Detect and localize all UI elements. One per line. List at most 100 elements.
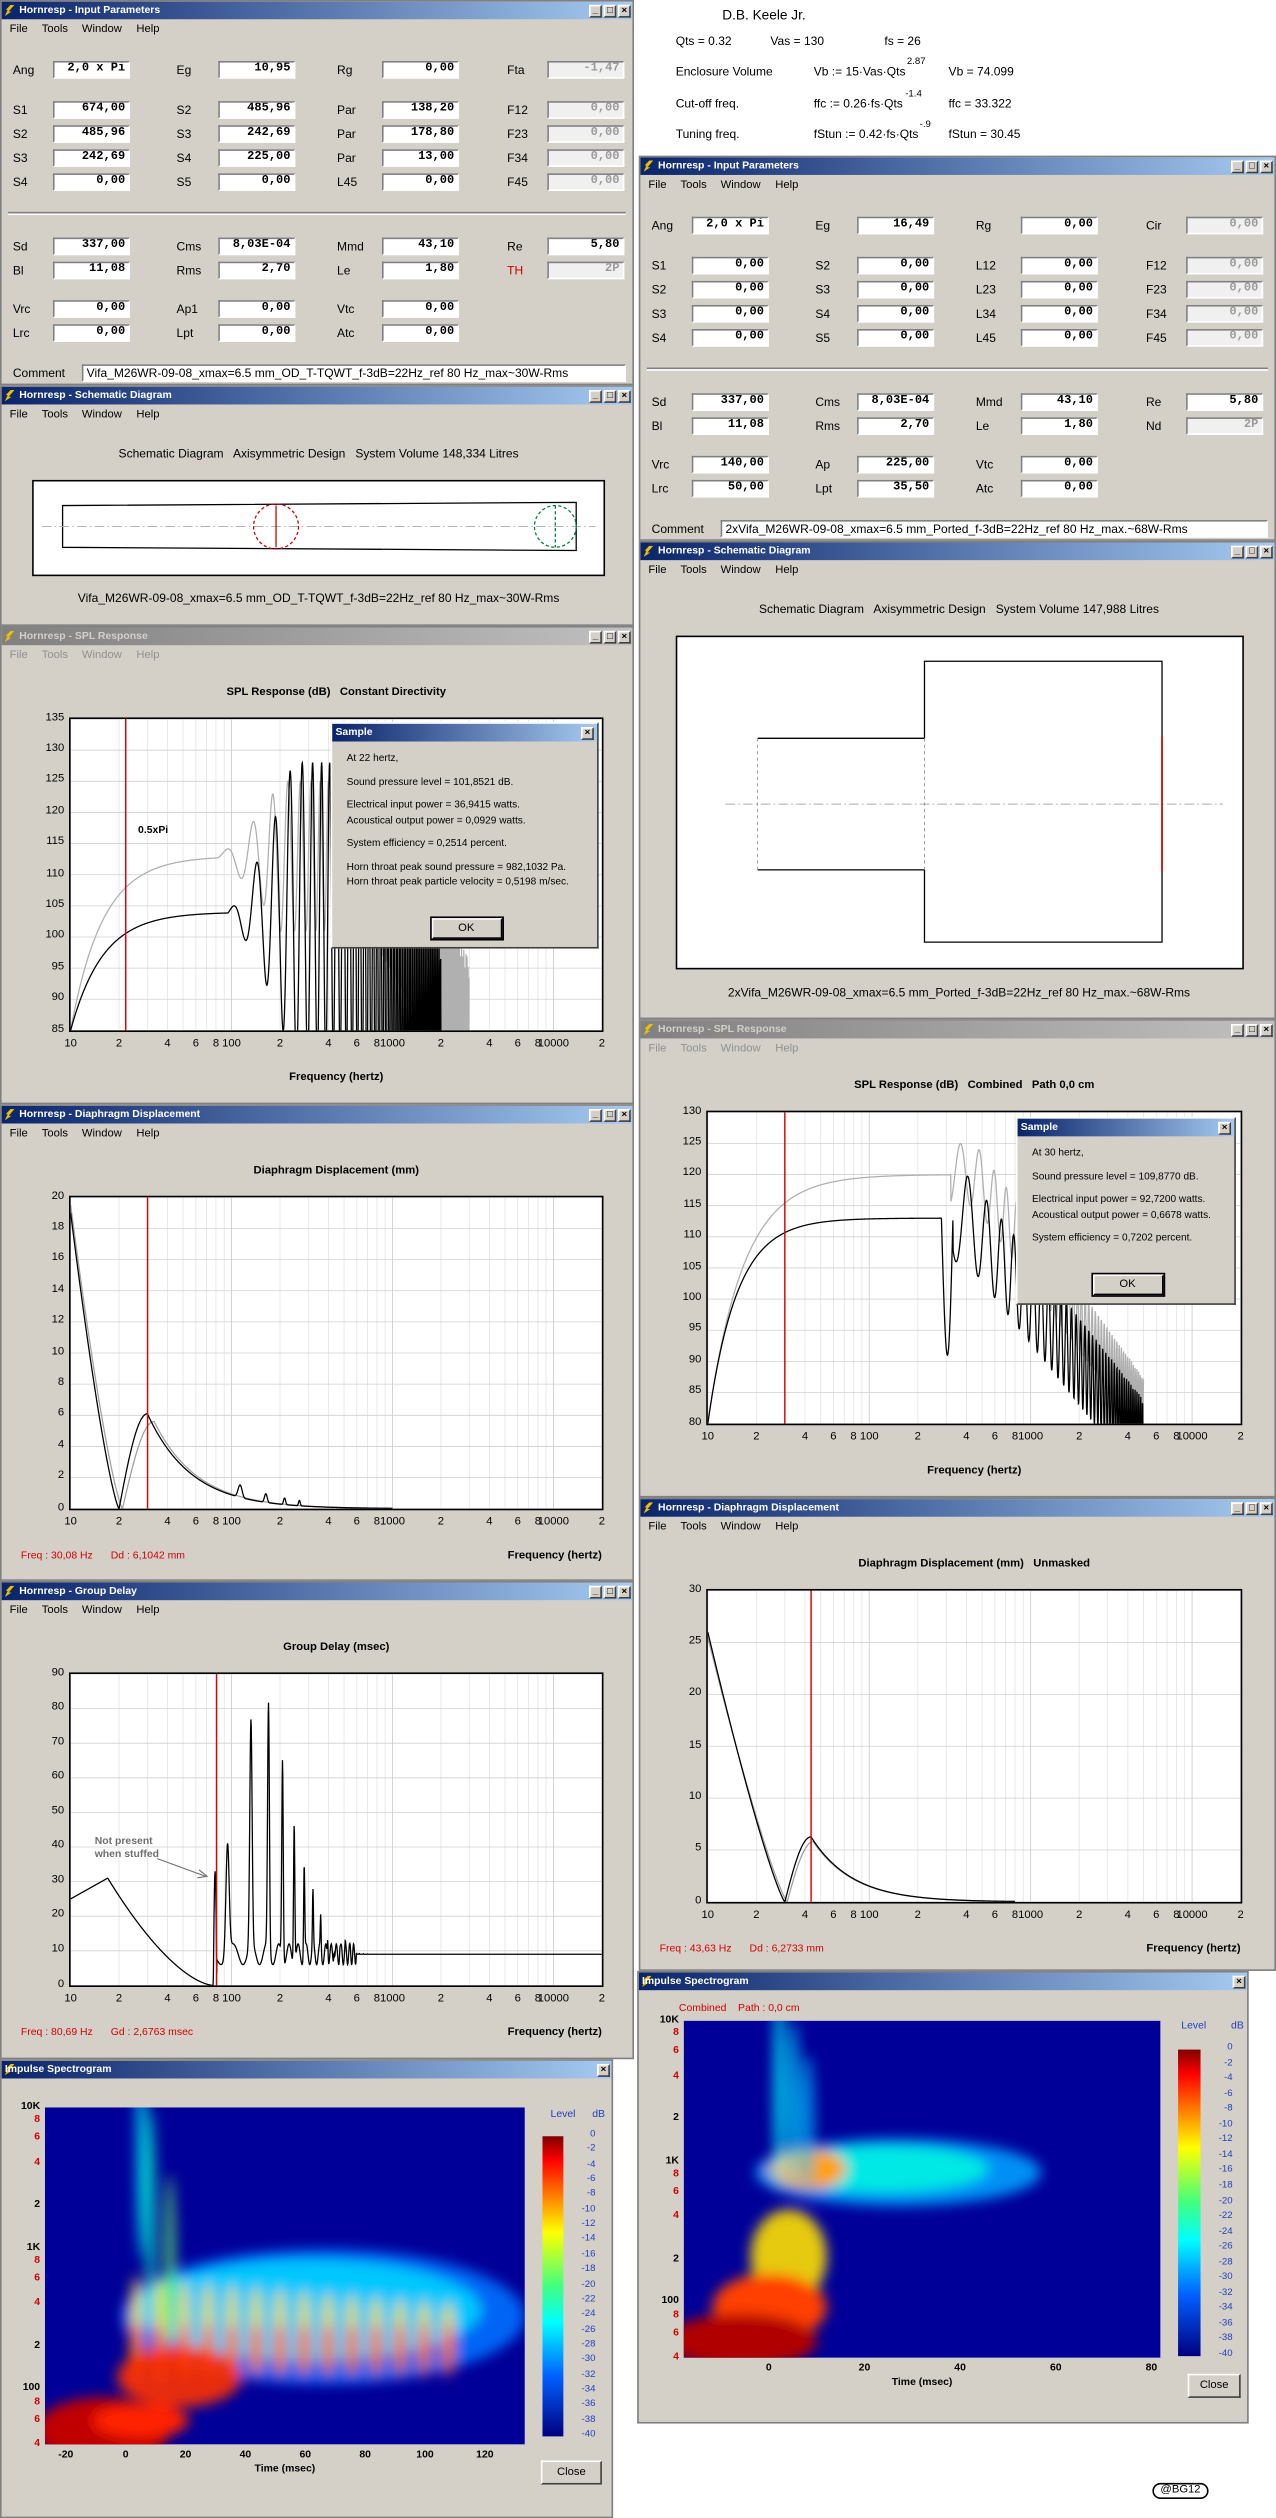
window-button[interactable]: × <box>597 2063 610 2077</box>
field[interactable]: 337,00 <box>52 237 131 256</box>
dialog-close[interactable]: × <box>581 726 594 740</box>
field[interactable]: 2,70 <box>218 261 296 280</box>
menu-item[interactable]: Tools <box>680 564 707 576</box>
menu-item[interactable]: Window <box>81 1604 122 1616</box>
window-button[interactable]: _ <box>589 1108 602 1122</box>
menu-item[interactable]: File <box>648 178 667 191</box>
comment-field[interactable]: 2xVifa_M26WR-09-08_xmax=6.5 mm_Ported_f-… <box>720 520 1268 538</box>
menu-item[interactable]: Tools <box>41 1604 68 1616</box>
window-button[interactable]: □ <box>603 629 617 643</box>
field[interactable]: 0,00 <box>1186 216 1264 235</box>
field[interactable]: 485,96 <box>52 125 131 143</box>
field[interactable]: 0,00 <box>857 280 935 299</box>
field[interactable]: 13,00 <box>381 149 460 167</box>
menu-item[interactable]: Window <box>720 564 761 576</box>
window-button[interactable]: _ <box>1231 544 1244 558</box>
window-button[interactable]: _ <box>589 629 602 643</box>
field[interactable]: 0,00 <box>381 173 460 191</box>
window-button[interactable]: _ <box>1231 1501 1244 1515</box>
field[interactable]: 0,00 <box>381 300 460 318</box>
field[interactable]: 0,00 <box>547 149 625 167</box>
menu-item[interactable]: Help <box>136 23 160 35</box>
field[interactable]: 0,00 <box>218 173 296 191</box>
window-button[interactable]: □ <box>603 1584 617 1598</box>
field[interactable]: 43,10 <box>1020 393 1098 411</box>
field[interactable]: 0,00 <box>857 304 935 323</box>
menu-item[interactable]: Help <box>775 564 799 576</box>
field[interactable]: 0,00 <box>1186 329 1264 347</box>
field[interactable]: 0,00 <box>1020 479 1098 498</box>
field[interactable]: 0,00 <box>1020 280 1098 299</box>
menu-item[interactable]: Help <box>136 1127 160 1139</box>
window-button[interactable]: _ <box>589 1584 602 1598</box>
field[interactable]: 242,69 <box>218 125 296 143</box>
menu-item[interactable]: Tools <box>41 408 68 420</box>
field[interactable]: 0,00 <box>1186 280 1264 299</box>
menu-item[interactable]: Help <box>775 178 799 191</box>
field[interactable]: 0,00 <box>691 280 769 299</box>
menu-item[interactable]: Window <box>720 1520 761 1532</box>
field[interactable]: 2,0 x Pi <box>52 60 131 79</box>
field[interactable]: 138,20 <box>381 101 460 119</box>
window-button[interactable]: × <box>617 1584 631 1598</box>
field[interactable]: 0,00 <box>1020 329 1098 347</box>
field[interactable]: 2,70 <box>857 417 935 435</box>
window-button[interactable]: × <box>617 4 631 17</box>
field[interactable]: 0,00 <box>1020 304 1098 323</box>
field[interactable]: 0,00 <box>381 60 460 79</box>
field[interactable]: 674,00 <box>52 101 131 119</box>
window-button[interactable]: _ <box>1231 1023 1244 1037</box>
field[interactable]: 35,50 <box>857 479 935 498</box>
field[interactable]: 0,00 <box>1020 256 1098 275</box>
field[interactable]: 0,00 <box>547 101 625 119</box>
field[interactable]: 0,00 <box>1020 455 1098 474</box>
menu-item[interactable]: Tools <box>680 178 707 191</box>
menu-item[interactable]: Tools <box>41 1127 68 1139</box>
menu-item[interactable]: Tools <box>41 23 68 35</box>
window-button[interactable]: × <box>1259 1023 1273 1037</box>
field[interactable]: 0,00 <box>547 125 625 143</box>
field[interactable]: 0,00 <box>691 304 769 323</box>
field[interactable]: 11,08 <box>52 261 131 280</box>
field[interactable]: 8,03E-04 <box>857 393 935 411</box>
field[interactable]: 0,00 <box>857 329 935 347</box>
field[interactable]: 225,00 <box>857 455 935 474</box>
menu-item[interactable]: Window <box>81 649 122 661</box>
field[interactable]: 242,69 <box>52 149 131 167</box>
window-button[interactable]: □ <box>1245 544 1259 558</box>
menu-item[interactable]: File <box>9 408 28 420</box>
field[interactable]: 178,80 <box>381 125 460 143</box>
close-button[interactable]: Close <box>1187 2373 1241 2398</box>
window-button[interactable]: _ <box>1231 159 1244 173</box>
field[interactable]: 0,00 <box>547 173 625 191</box>
menu-item[interactable]: File <box>648 564 667 576</box>
menu-item[interactable]: Window <box>81 408 122 420</box>
menu-item[interactable]: File <box>9 649 28 661</box>
menu-item[interactable]: Help <box>775 1520 799 1532</box>
field[interactable]: 0,00 <box>52 324 131 342</box>
close-button[interactable]: Close <box>540 2460 602 2485</box>
field[interactable]: 11,08 <box>691 417 769 435</box>
menu-item[interactable]: File <box>648 1520 667 1532</box>
menu-item[interactable]: Window <box>81 23 122 35</box>
field[interactable]: 0,00 <box>1186 256 1264 275</box>
window-button[interactable]: □ <box>603 389 617 403</box>
comment-field[interactable]: Vifa_M26WR-09-08_xmax=6.5 mm_OD_T-TQWT_f… <box>81 364 626 382</box>
field[interactable]: 5,80 <box>547 237 625 256</box>
field[interactable]: 8,03E-04 <box>218 237 296 256</box>
field[interactable]: 2P <box>547 261 625 280</box>
menu-item[interactable]: File <box>9 23 28 35</box>
field[interactable]: 2P <box>1186 417 1264 435</box>
field[interactable]: 0,00 <box>1020 216 1098 235</box>
window-button[interactable]: _ <box>589 4 602 17</box>
menu-item[interactable]: Help <box>136 1604 160 1616</box>
window-button[interactable]: □ <box>603 4 617 17</box>
menu-item[interactable]: File <box>9 1127 28 1139</box>
field[interactable]: 0,00 <box>691 256 769 275</box>
dialog-close[interactable]: × <box>1218 1121 1232 1134</box>
menu-item[interactable]: Window <box>81 1127 122 1139</box>
window-button[interactable]: × <box>1259 1501 1273 1515</box>
field[interactable]: 485,96 <box>218 101 296 119</box>
field[interactable]: 0,00 <box>1186 304 1264 323</box>
field[interactable]: -1,47 <box>547 60 625 79</box>
